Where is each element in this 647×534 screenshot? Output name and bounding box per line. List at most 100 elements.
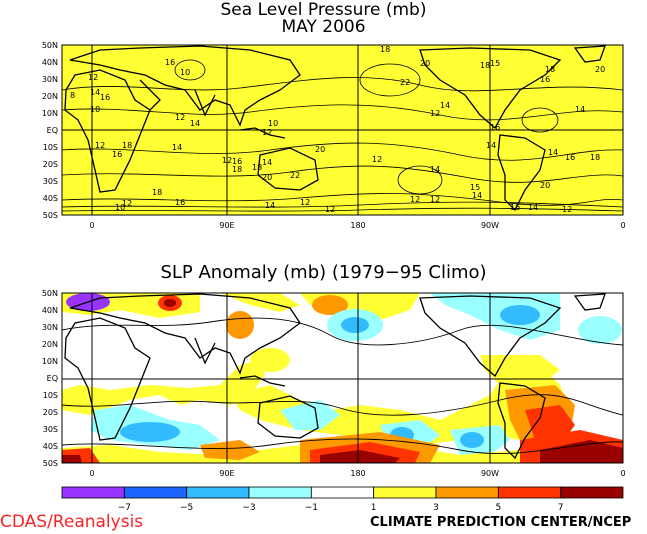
contour-label: 16 <box>175 198 185 207</box>
contour-label: 18 <box>152 188 162 197</box>
contour-label: 16 <box>112 150 122 159</box>
contour-label: 14 <box>90 88 100 97</box>
lat-label: 50N <box>42 289 58 298</box>
bottom-map-lat-labels: 50N 40N 30N 20N 10N EQ 10S 20S 30S 40S 50S <box>42 289 58 468</box>
lon-label: 90W <box>481 469 499 478</box>
lat-label: 10S <box>43 391 58 400</box>
contour-label: 12 <box>222 156 232 165</box>
contour-label: 16 <box>510 203 520 212</box>
lat-label: 50N <box>42 41 58 50</box>
contour-label: 10 <box>90 105 100 114</box>
lat-label: 20N <box>42 340 58 349</box>
contour-label: 12 <box>430 109 440 118</box>
contour-label: 20 <box>262 173 272 182</box>
contour-label: 18 <box>480 61 490 70</box>
lat-label: 50S <box>43 211 58 220</box>
lat-label: 10S <box>43 143 58 152</box>
top-map-date: MAY 2006 <box>281 17 366 37</box>
top-map-lon-labels: 0 90E 180 90W 0 <box>89 221 625 230</box>
colorbar-tick-label: 3 <box>433 503 439 513</box>
colorbar-tick-label: −7 <box>118 503 131 513</box>
bottom-map: 50N 40N 30N 20N 10N EQ 10S 20S 30S 40S 50S 0 90E 180… <box>42 289 626 478</box>
colorbar-swatch <box>123 486 188 499</box>
contour-label: 18 <box>545 65 555 74</box>
lat-label: 20N <box>42 92 58 101</box>
top-map-title: Sea Level Pressure (mb) <box>220 0 427 20</box>
lon-label: 0 <box>620 221 625 230</box>
lon-label: 90W <box>481 221 499 230</box>
contour-label: 16 <box>565 153 575 162</box>
contour-label: 14 <box>190 119 200 128</box>
contour-label: 12 <box>430 195 440 204</box>
colorbar-swatch <box>435 486 499 499</box>
contour-label: 14 <box>430 165 440 174</box>
contour-label: 16 <box>540 75 550 84</box>
colorbar-tick-label: 1 <box>371 503 377 513</box>
lon-label: 180 <box>350 469 365 478</box>
contour-label: 10 <box>115 203 125 212</box>
contour-label: 14 <box>528 203 538 212</box>
lat-label: 50S <box>43 459 58 468</box>
colorbar-tick-label: 5 <box>495 503 501 513</box>
top-map-gridlines <box>62 45 623 215</box>
contour-label: 12 <box>325 205 335 214</box>
source-label: CDAS/Reanalysis <box>0 512 144 532</box>
lat-label: 30N <box>42 75 58 84</box>
contour-label: 14 <box>548 148 558 157</box>
contour-label: 10 <box>180 68 190 77</box>
top-map-frame <box>61 44 624 216</box>
colorbar-tick-label: −5 <box>180 503 193 513</box>
lat-label: 40S <box>43 442 58 451</box>
colorbar-tick-label: −3 <box>242 503 255 513</box>
credit-label: CLIMATE PREDICTION CENTER/NCEP <box>370 515 632 530</box>
contour-label: 20 <box>595 65 605 74</box>
lon-label: 180 <box>350 221 365 230</box>
contour-label: 8 <box>70 91 75 100</box>
lat-label: 40S <box>43 194 58 203</box>
contour-label: 12 <box>122 199 132 208</box>
colorbar-swatch <box>310 486 375 499</box>
colorbar-tick-label: −1 <box>305 503 318 513</box>
contour-label: 12 <box>175 113 185 122</box>
contour-label: 14 <box>486 141 496 150</box>
contour-label: 12 <box>372 155 382 164</box>
contour-label: 12 <box>410 195 420 204</box>
lat-label: EQ <box>47 126 58 135</box>
contour-label: 15 <box>470 183 480 192</box>
contour-label: 18 <box>380 45 390 54</box>
contour-label: 10 <box>268 119 278 128</box>
contour-label: 18 <box>252 163 262 172</box>
lat-label: 10N <box>42 357 58 366</box>
contour-label: 16 <box>232 157 242 166</box>
contour-label: 16 <box>490 123 500 132</box>
contour-label: 15 <box>490 59 500 68</box>
contour-label: 14 <box>265 201 275 210</box>
bottom-map-frame <box>61 292 624 464</box>
contour-label: 14 <box>262 158 272 167</box>
contour-label: 12 <box>562 205 572 214</box>
lat-label: EQ <box>47 374 58 383</box>
lon-label: 0 <box>89 221 94 230</box>
colorbar-swatch <box>61 486 125 499</box>
contour-label: 14 <box>575 105 585 114</box>
lon-label: 90E <box>219 469 234 478</box>
colorbar <box>61 486 624 499</box>
lat-label: 40N <box>42 58 58 67</box>
colorbar-swatch <box>248 486 312 499</box>
lat-label: 30S <box>43 425 58 434</box>
lat-label: 30N <box>42 323 58 332</box>
lat-label: 20S <box>43 160 58 169</box>
contour-label: 22 <box>400 78 410 87</box>
contour-label: 20 <box>420 59 430 68</box>
lat-label: 30S <box>43 177 58 186</box>
colorbar-swatch <box>186 486 250 499</box>
contour-label: 18 <box>590 153 600 162</box>
bottom-map-lon-labels: 0 90E 180 90W 0 <box>89 469 625 478</box>
colorbar-swatch <box>497 486 562 499</box>
colorbar-tick-label: 7 <box>558 503 564 513</box>
contour-label: 18 <box>232 165 242 174</box>
contour-label: 16 <box>100 93 110 102</box>
